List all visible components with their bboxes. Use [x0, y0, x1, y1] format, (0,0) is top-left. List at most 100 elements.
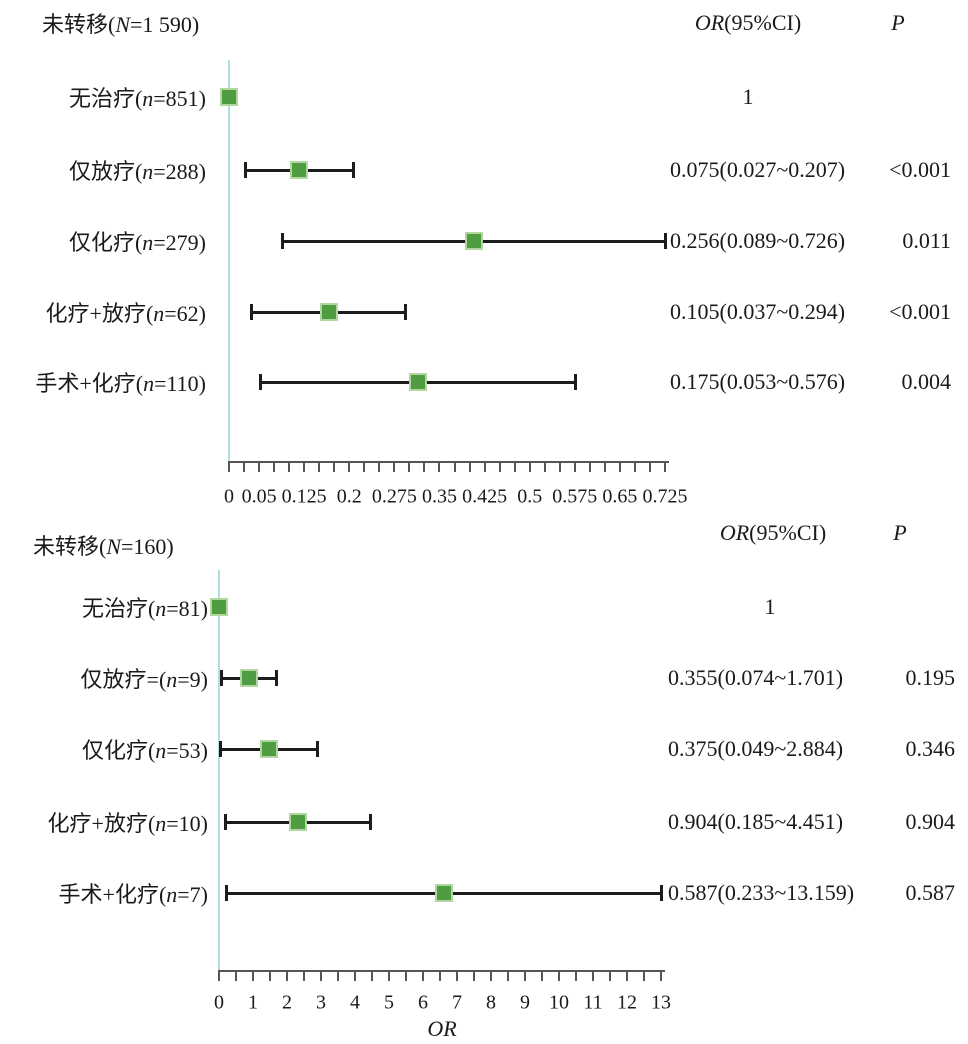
- or-ci-value: 0.256(0.089~0.726): [670, 228, 846, 253]
- or-ci-value: 0.587(0.233~13.159): [668, 880, 855, 905]
- axis-tick: [354, 971, 356, 981]
- p-value: 0.195: [905, 665, 956, 690]
- axis-tick: [543, 462, 546, 472]
- axis-tick-label: 0.275: [371, 485, 417, 508]
- ci-cap-right: [404, 304, 408, 320]
- axis-tick: [573, 462, 576, 472]
- or-point-marker: [464, 232, 483, 250]
- italic-text-segment: n: [166, 882, 178, 907]
- row-label: 手术+化疗(n=7): [0, 877, 208, 909]
- axis-tick: [320, 971, 322, 981]
- axis-tick: [337, 971, 339, 981]
- axis-tick: [218, 971, 220, 981]
- text-segment: =110): [154, 371, 206, 396]
- axis-tick-label: 0.575: [552, 485, 598, 508]
- axis-tick-label: 9: [520, 991, 530, 1014]
- panel-title: 未转移(N=1 590): [42, 7, 199, 39]
- axis-tick-label: 12: [617, 991, 637, 1014]
- x-axis-line: [228, 461, 669, 463]
- axis-tick: [473, 971, 475, 981]
- axis-tick: [453, 462, 456, 472]
- axis-tick-label: 0.2: [336, 485, 362, 508]
- axis-tick: [483, 462, 486, 472]
- ci-cap-right: [315, 741, 319, 757]
- row-label: 仅化疗(n=279): [0, 225, 206, 257]
- p-value: 0.587: [905, 880, 956, 905]
- text-segment: 无治疗(: [68, 86, 143, 111]
- axis-tick: [371, 971, 373, 981]
- axis-tick: [507, 971, 509, 981]
- or-point-marker: [319, 303, 338, 321]
- or-point-marker: [220, 88, 238, 106]
- axis-tick-label: 2: [282, 991, 292, 1014]
- axis-tick: [228, 462, 230, 472]
- axis-tick: [288, 462, 291, 472]
- axis-tick: [243, 462, 246, 472]
- axis-tick: [235, 971, 237, 981]
- text-segment: 未转移(: [33, 534, 107, 559]
- or-ci-p-values: 0.587(0.233~13.159) 0.587: [668, 880, 955, 906]
- italic-text-segment: n: [142, 159, 154, 184]
- x-axis-line: [218, 970, 665, 972]
- italic-text-segment: n: [142, 86, 154, 111]
- axis-tick-label: 3: [316, 991, 326, 1014]
- italic-text-segment: n: [153, 301, 165, 326]
- italic-text-segment: n: [142, 230, 154, 255]
- or-ci-p-values: 0.075(0.027~0.207) <0.001: [670, 157, 951, 183]
- axis-tick-label: 10: [549, 991, 569, 1014]
- text-segment: =1 590): [130, 12, 200, 37]
- row-label: 仅放疗=(n=9): [0, 662, 208, 694]
- row-label: 仅放疗(n=288): [0, 154, 206, 186]
- or-ci-value: 0.375(0.049~2.884): [668, 736, 844, 761]
- text-segment: 手术+化疗(: [58, 882, 167, 907]
- axis-tick-label: 0.65: [602, 485, 638, 508]
- ci-cap-right: [573, 374, 577, 390]
- text-segment: 未转移(: [42, 12, 116, 37]
- axis-tick: [286, 971, 288, 981]
- italic-text-segment: n: [155, 811, 167, 836]
- axis-tick: [378, 462, 381, 472]
- axis-tick: [393, 462, 396, 472]
- italic-text-segment: n: [155, 596, 167, 621]
- italic-text-segment: OR: [694, 10, 725, 35]
- axis-tick: [603, 462, 606, 472]
- row-label: 手术+化疗(n=110): [0, 366, 206, 398]
- or-reference-value: 1: [764, 594, 776, 619]
- axis-tick-label: 11: [583, 991, 603, 1014]
- p-value: 0.904: [905, 809, 956, 834]
- axis-tick-label: 0.425: [462, 485, 508, 508]
- row-label: 仅化疗(n=53): [0, 733, 208, 765]
- axis-tick: [558, 971, 560, 981]
- or-point-marker: [210, 598, 228, 616]
- axis-tick: [408, 462, 411, 472]
- or-ci-value: 0.355(0.074~1.701): [668, 665, 844, 690]
- or-point-marker: [434, 884, 453, 902]
- axis-tick-label: 0.35: [421, 485, 457, 508]
- p-column-header: P: [893, 520, 907, 545]
- axis-tick: [633, 462, 636, 472]
- text-segment: 无治疗(: [81, 596, 156, 621]
- italic-text-segment: N: [106, 534, 122, 559]
- text-segment: =160): [121, 534, 174, 559]
- axis-tick: [588, 462, 591, 472]
- axis-tick-label: 0: [214, 991, 224, 1014]
- text-segment: 仅放疗=(: [80, 667, 167, 692]
- or-reference-value: 1: [742, 84, 754, 109]
- ci-cap-left: [243, 162, 247, 178]
- p-value: <0.001: [889, 299, 951, 324]
- or-ci-p-values: 0.175(0.053~0.576) 0.004: [670, 369, 951, 395]
- or-point-marker: [409, 373, 428, 391]
- axis-tick-label: 4: [350, 991, 360, 1014]
- row-label: 无治疗(n=81): [0, 591, 208, 623]
- axis-tick: [498, 462, 501, 472]
- axis-tick: [660, 971, 662, 981]
- axis-tick: [643, 971, 645, 981]
- p-value: 0.004: [901, 369, 952, 394]
- row-label: 无治疗(n=851): [0, 81, 206, 113]
- reference-line: [218, 570, 220, 971]
- axis-tick: [618, 462, 621, 472]
- or-ci-column-header: OR(95%CI): [695, 10, 801, 36]
